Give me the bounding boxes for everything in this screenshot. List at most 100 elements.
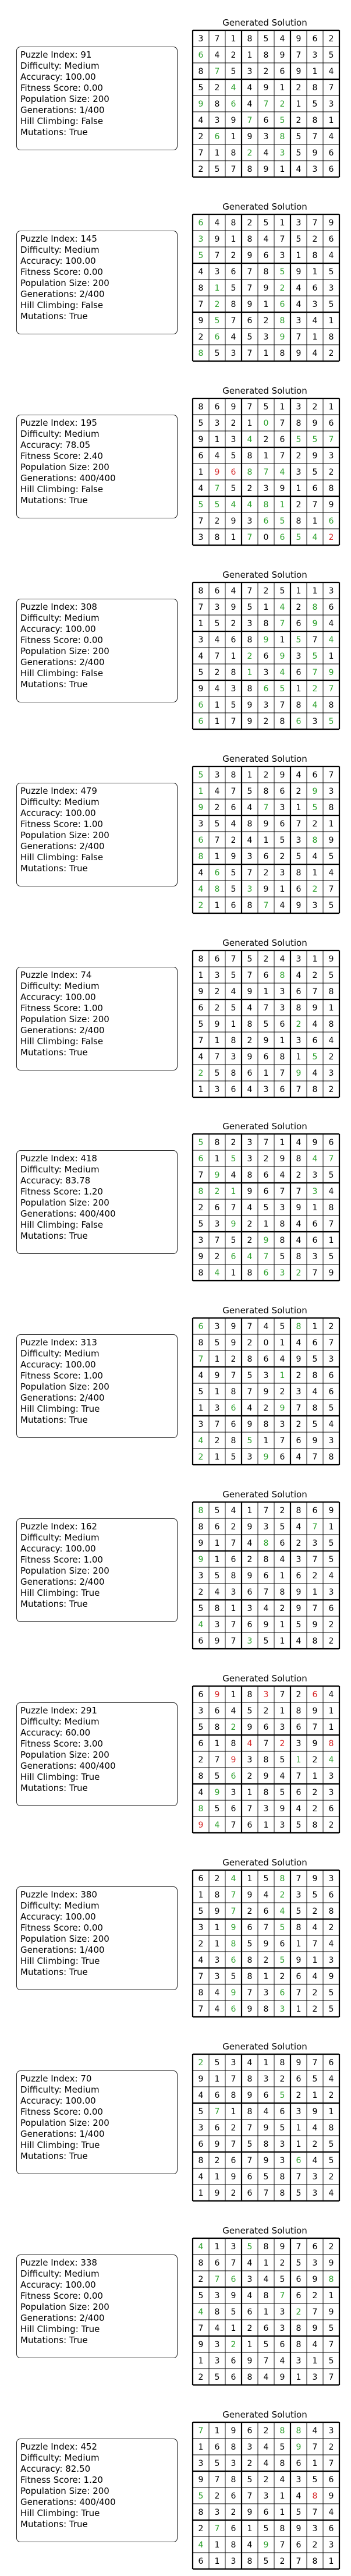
grid-cell-value: 1 [329, 1236, 334, 1245]
grid-cell-value: 3 [215, 1322, 220, 1331]
grid-cell-value: 1 [264, 2058, 269, 2068]
grid-cell-value: 4 [280, 468, 285, 477]
grid-cell-value: 9 [296, 1588, 302, 1597]
grid-cell-value: 3 [215, 419, 220, 428]
grid-cell-value: 9 [231, 517, 236, 526]
grid-cell-value: 8 [215, 1604, 220, 1613]
grid-cell-value: 9 [247, 701, 253, 710]
grid-cell-value: 2 [313, 235, 318, 244]
grid-cell-value: 5 [198, 1387, 204, 1397]
info-line: Puzzle Index: 74 [20, 970, 92, 980]
grid-cell-value: 7 [215, 2107, 220, 2116]
grid-cell-value: 7 [280, 451, 285, 461]
grid-cell-value: 7 [296, 1404, 302, 1413]
grid-cell-value: 3 [231, 2058, 236, 2068]
grid-cell-value: 2 [296, 500, 302, 510]
grid-cell-value: 5 [329, 51, 334, 60]
grid-cell-value: 7 [329, 885, 334, 894]
grid-cell-value: 1 [296, 2373, 302, 2382]
info-line: Accuracy: 100.00 [20, 1911, 96, 1922]
grid-cell-value: 9 [280, 2242, 285, 2252]
grid-cell-value: 9 [231, 852, 236, 861]
grid-cell-value: 6 [231, 803, 236, 812]
grid-cell-value: 9 [280, 51, 285, 60]
grid-cell-value: 6 [247, 1821, 253, 1830]
grid-cell-value: 8 [215, 100, 220, 109]
grid-cell-value: 5 [247, 603, 253, 612]
grid-cell-value: 9 [231, 1338, 236, 1348]
grid-cell-value: 1 [313, 267, 318, 277]
grid-cell-value: 6 [247, 2172, 253, 2182]
grid-cell-value: 5 [280, 586, 285, 596]
grid-cell-value: 9 [264, 635, 269, 645]
grid-cell-value: 9 [329, 1972, 334, 1981]
grid-cell-value: 4 [247, 1404, 253, 1413]
grid-cell-value: 4 [215, 1588, 220, 1597]
grid-cell-value: 5 [231, 1453, 236, 1462]
grid-cell-value: 4 [247, 83, 253, 93]
grid-cell-value: 7 [280, 235, 285, 244]
grid-cell-value: 4 [264, 2107, 269, 2116]
grid-cell-value: 7 [231, 1371, 236, 1380]
grid-cell-value: 3 [280, 149, 285, 158]
grid-cell-value: 5 [313, 1420, 318, 1429]
grid-cell-value: 5 [215, 500, 220, 510]
puzzle-info-box: Puzzle Index: 338 Difficulty: Medium Accur… [16, 2255, 178, 2358]
grid-cell-value: 8 [264, 1420, 269, 1429]
grid-cell-value: 4 [215, 2324, 220, 2333]
info-line: Mutations: True [20, 311, 88, 321]
info-line: Population Size: 200 [20, 830, 109, 840]
grid-cell-value: 5 [296, 149, 302, 158]
grid-cell-value: 8 [280, 2058, 285, 2068]
grid-cell-value: 4 [231, 586, 236, 596]
grid-cell-value: 8 [198, 2508, 204, 2517]
grid-cell-value: 3 [264, 484, 269, 493]
sudoku-grid: 8 6 9 7 5 1 3 2 1 5 3 2 1 0 7 8 9 6 9 1 3 4 2 6 5 5 7 6 4 5 8 1 7 2 9 3 1 9 6 8… [192, 397, 341, 546]
grid-cell-value: 5 [215, 1338, 220, 1348]
grid-cell-value: 1 [329, 316, 334, 326]
grid-cell-value: 7 [329, 2340, 334, 2349]
grid-cell-value: 1 [280, 885, 285, 894]
grid-cell-value: 3 [247, 1453, 253, 1462]
grid-cell-value: 5 [198, 771, 204, 780]
puzzle-info-box: Puzzle Index: 162 Difficulty: Medium Accur… [16, 1518, 178, 1622]
board-title: Generated Solution [222, 2041, 307, 2052]
grid-cell-value: 2 [280, 2075, 285, 2084]
grid-cell-value: 5 [329, 300, 334, 309]
grid-cell-value: 2 [329, 1821, 334, 1830]
grid-cell-value: 5 [215, 2459, 220, 2468]
grid-cell-value: 6 [215, 2443, 220, 2452]
grid-cell-value: 8 [280, 349, 285, 358]
grid-cell-value: 2 [264, 717, 269, 726]
grid-cell-value: 3 [264, 132, 269, 142]
grid-cell-value: 7 [264, 901, 269, 910]
grid-cell-value: 5 [231, 284, 236, 293]
grid-cell-value: 9 [198, 1555, 204, 1564]
grid-cell-value: 1 [215, 2540, 220, 2550]
grid-cell-value: 9 [313, 1874, 318, 1884]
info-line: Puzzle Index: 479 [20, 786, 97, 796]
grid-cell-value: 1 [264, 836, 269, 845]
grid-cell-value: 6 [313, 1220, 318, 1229]
grid-cell-value: 1 [231, 2324, 236, 2333]
grid-cell-value: 8 [231, 2475, 236, 2485]
grid-cell-value: 2 [296, 1690, 302, 1699]
grid-cell-value: 7 [264, 1923, 269, 1932]
grid-cell-value: 5 [231, 67, 236, 76]
info-line: Accuracy: 100.00 [20, 808, 96, 818]
grid-cell-value: 2 [247, 218, 253, 228]
info-line: Difficulty: Medium [20, 1348, 100, 1359]
info-line: Difficulty: Medium [20, 429, 100, 439]
grid-cell-value: 1 [313, 2356, 318, 2366]
grid-cell-value: 7 [215, 1052, 220, 1062]
grid-cell-value: 7 [247, 868, 253, 878]
grid-cell-value: 8 [296, 868, 302, 878]
grid-cell-value: 9 [247, 2356, 253, 2366]
grid-cell-value: 6 [231, 635, 236, 645]
grid-cell-value: 4 [296, 1637, 302, 1646]
grid-cell-value: 1 [313, 1322, 318, 1331]
grid-cell-value: 8 [231, 2540, 236, 2550]
grid-cell-value: 5 [198, 1138, 204, 1147]
grid-cell-value: 8 [296, 1154, 302, 1164]
grid-cell-value: 1 [215, 1539, 220, 1548]
